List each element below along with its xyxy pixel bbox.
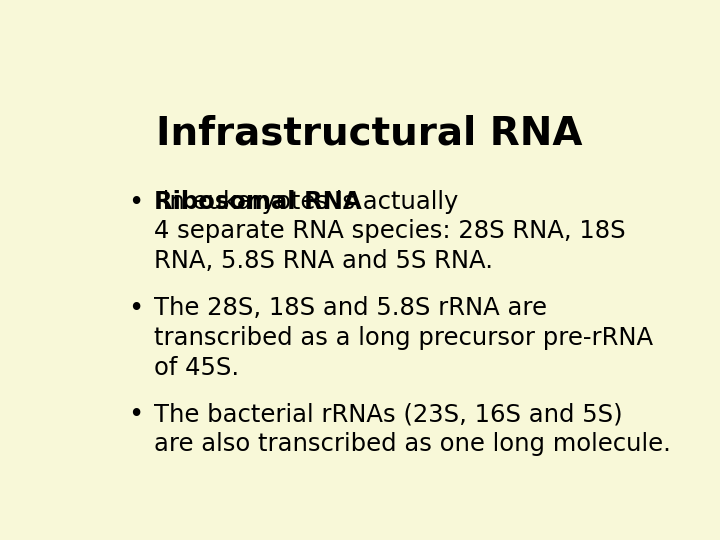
- Text: RNA, 5.8S RNA and 5S RNA.: RNA, 5.8S RNA and 5S RNA.: [154, 249, 493, 273]
- Text: of 45S.: of 45S.: [154, 356, 239, 380]
- Text: transcribed as a long precursor pre-rRNA: transcribed as a long precursor pre-rRNA: [154, 326, 653, 350]
- Text: The bacterial rRNAs (23S, 16S and 5S): The bacterial rRNAs (23S, 16S and 5S): [154, 402, 623, 427]
- Text: •: •: [128, 190, 143, 215]
- Text: Ribosomal RNA: Ribosomal RNA: [154, 190, 362, 213]
- Text: •: •: [128, 402, 143, 428]
- Text: in eukaryotes is actually: in eukaryotes is actually: [156, 190, 459, 213]
- Text: Infrastructural RNA: Infrastructural RNA: [156, 114, 582, 153]
- Text: 4 separate RNA species: 28S RNA, 18S: 4 separate RNA species: 28S RNA, 18S: [154, 219, 626, 244]
- Text: •: •: [128, 296, 143, 322]
- Text: The 28S, 18S and 5.8S rRNA are: The 28S, 18S and 5.8S rRNA are: [154, 296, 547, 320]
- Text: are also transcribed as one long molecule.: are also transcribed as one long molecul…: [154, 433, 671, 456]
